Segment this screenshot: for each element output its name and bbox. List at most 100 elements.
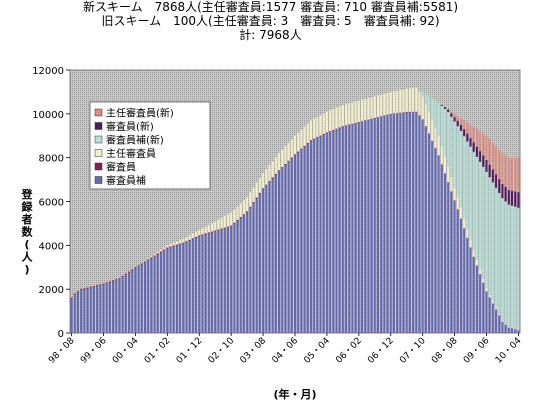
bar-segment-old-trainee [140, 264, 143, 333]
bar-segment-new-auditor [450, 113, 453, 117]
bar-segment-old-lead [322, 113, 325, 134]
x-axis-label: (年・月) [273, 387, 316, 401]
bar-segment-new-trainee [469, 146, 472, 240]
bar-segment-old-trainee [380, 116, 383, 334]
chart-title-block: 新スキーム 7868人(主任審査員:1577 審査員: 710 審査員補:558… [0, 0, 541, 42]
bar-segment-old-auditor [252, 202, 255, 204]
bar-segment-new-trainee [466, 141, 469, 230]
bar-segment-old-lead [373, 96, 376, 118]
bar-segment-old-trainee [83, 289, 86, 333]
bar-segment-new-trainee [447, 112, 450, 167]
bar-segment-old-lead [287, 142, 290, 161]
bar-segment-old-auditor [217, 229, 220, 231]
bar-segment-old-lead [463, 218, 466, 229]
bar-segment-old-auditor [386, 114, 389, 116]
bar-segment-old-trainee [418, 116, 421, 333]
bar-segment-old-auditor [373, 117, 376, 119]
bar-segment-old-auditor [351, 123, 354, 125]
bar-segment-old-auditor [70, 297, 73, 300]
bar-segment-old-trainee [367, 120, 370, 333]
bar-segment-old-trainee [456, 209, 459, 333]
bar-segment-new-lead [450, 111, 453, 114]
bar-segment-old-auditor [357, 122, 360, 123]
bar-segment-old-trainee [316, 137, 319, 333]
bar-segment-old-trainee [373, 118, 376, 333]
y-tick-label: 6000 [39, 198, 64, 209]
bar-segment-old-auditor [396, 113, 399, 114]
bar-segment-old-auditor [354, 122, 357, 124]
bar-segment-new-trainee [440, 105, 443, 147]
bar-segment-old-trainee [80, 290, 83, 333]
bar-segment-old-auditor [364, 120, 367, 122]
bar-segment-old-trainee [421, 119, 424, 333]
bar-segment-new-auditor [472, 142, 475, 152]
bar-segment-old-auditor [230, 225, 233, 227]
bar-segment-old-lead [354, 101, 357, 123]
bar-segment-new-lead [482, 133, 485, 156]
bar-segment-old-lead [444, 156, 446, 174]
bar-segment-old-trainee [428, 134, 431, 333]
bar-segment-old-auditor [73, 293, 76, 295]
bar-segment-old-auditor [124, 273, 127, 275]
bar-segment-old-lead [348, 103, 351, 125]
bar-segment-old-auditor [207, 232, 210, 234]
bar-segment-old-auditor [348, 124, 351, 126]
bar-segment-old-trainee [214, 231, 217, 333]
bar-segment-old-auditor [112, 280, 115, 282]
bar-segment-old-lead [226, 214, 229, 227]
bar-segment-old-auditor [262, 188, 265, 190]
bar-segment-old-lead [150, 256, 153, 258]
bar-segment-old-auditor [182, 242, 185, 244]
title-line-3: 計: 7968人 [239, 28, 302, 42]
x-tick-label: 06・02 [334, 336, 364, 366]
bar-segment-new-trainee [475, 156, 478, 260]
bar-segment-old-trainee [511, 328, 514, 333]
bar-segment-old-auditor [204, 233, 207, 235]
bar-segment-old-lead [255, 182, 258, 198]
legend-swatch [94, 149, 103, 157]
bar-segment-old-auditor [239, 217, 242, 219]
bar-segment-old-auditor [236, 219, 239, 222]
x-tick-label: 09・06 [462, 336, 492, 366]
bar-segment-old-auditor [185, 241, 188, 243]
bar-segment-old-trainee [70, 299, 73, 333]
bar-segment-old-trainee [440, 164, 443, 333]
bar-segment-old-trainee [357, 122, 360, 333]
bar-segment-old-lead [188, 235, 191, 240]
bar-segment-old-trainee [265, 185, 268, 333]
bar-segment-old-trainee [383, 116, 386, 333]
bar-segment-old-trainee [230, 226, 233, 333]
bar-segment-old-trainee [223, 228, 226, 333]
bar-segment-old-auditor [166, 247, 169, 249]
legend-label: 審査員補(新) [106, 134, 164, 147]
bar-segment-old-auditor [284, 163, 287, 165]
bar-segment-new-trainee [488, 177, 491, 295]
bar-segment-old-lead [297, 132, 300, 152]
x-tick-label: 10・04 [494, 336, 524, 366]
bar-segment-old-lead [214, 221, 217, 231]
bar-segment-old-lead [447, 166, 450, 183]
bar-segment-old-trainee [517, 330, 520, 333]
bar-segment-old-trainee [211, 232, 214, 333]
bar-segment-old-lead [306, 123, 309, 143]
bar-segment-old-lead [236, 206, 239, 220]
bar-segment-old-lead [201, 228, 204, 235]
bar-segment-new-auditor [498, 179, 501, 193]
bar-segment-old-auditor [415, 111, 418, 113]
bar-segment-new-trainee [511, 205, 514, 329]
bar-segment-old-lead [258, 177, 261, 193]
bar-segment-old-trainee [412, 112, 415, 333]
bar-segment-old-trainee [444, 173, 446, 333]
y-axis-label: 登録者数(人) [21, 187, 34, 276]
bar-segment-old-trainee [124, 274, 127, 333]
bar-segment-old-lead [345, 104, 348, 126]
bar-segment-old-auditor [389, 113, 392, 115]
x-tick-label: 04・06 [270, 336, 300, 366]
bar-segment-old-auditor [431, 140, 434, 142]
x-tick-label: 99・06 [79, 336, 109, 366]
bar-segment-old-trainee [159, 252, 162, 333]
bar-segment-old-lead [233, 209, 236, 223]
bar-segment-old-auditor [434, 148, 437, 149]
bar-segment-old-trainee [507, 327, 510, 333]
bar-segment-new-lead [495, 146, 498, 175]
